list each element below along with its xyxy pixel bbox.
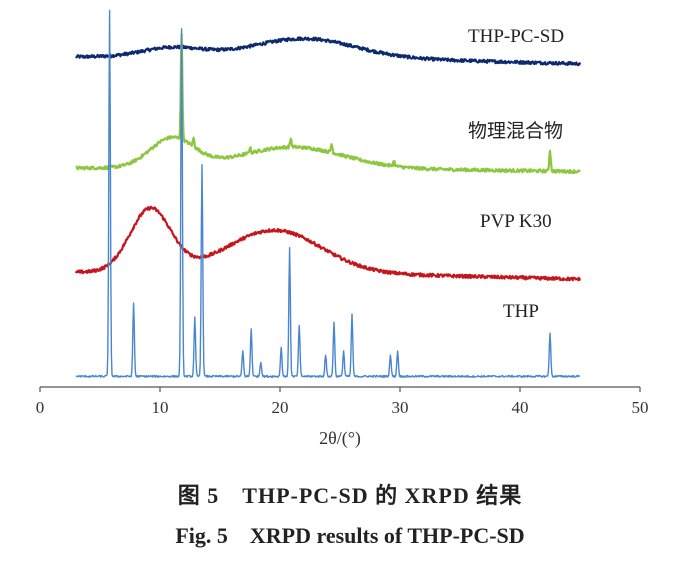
x-tick-label-5: 50 — [632, 398, 649, 417]
series-line-1 — [75, 33, 581, 174]
figure-caption-english: Fig. 5 XRPD results of THP-PC-SD — [175, 523, 525, 548]
series-label-0: THP-PC-SD — [468, 26, 564, 47]
series-label-3: THP — [503, 301, 539, 322]
series-label-1: 物理混合物 — [468, 120, 563, 142]
series-line-3 — [75, 9, 581, 378]
figure-caption-chinese: 图 5 THP-PC-SD 的 XRPD 结果 — [177, 483, 523, 508]
x-tick-label-3: 30 — [392, 398, 409, 417]
series-labels: THP-PC-SD 物理混合物 PVP K30 THP — [468, 26, 564, 322]
x-ticks: 0 10 20 30 40 50 — [36, 387, 649, 417]
series-line-2 — [74, 205, 582, 282]
x-tick-label-4: 40 — [512, 398, 529, 417]
x-tick-label-1: 10 — [152, 398, 169, 417]
x-tick-label-0: 0 — [36, 398, 45, 417]
x-tick-label-2: 20 — [272, 398, 289, 417]
series-line-0 — [75, 36, 582, 67]
xrpd-chart: 0 10 20 30 40 50 THP-PC-SD 物理混合物 PVP K30 THP 2θ/… — [36, 9, 649, 449]
series-layer — [74, 9, 582, 378]
x-axis-label: 2θ/(°) — [319, 428, 361, 449]
series-label-2: PVP K30 — [480, 211, 552, 232]
